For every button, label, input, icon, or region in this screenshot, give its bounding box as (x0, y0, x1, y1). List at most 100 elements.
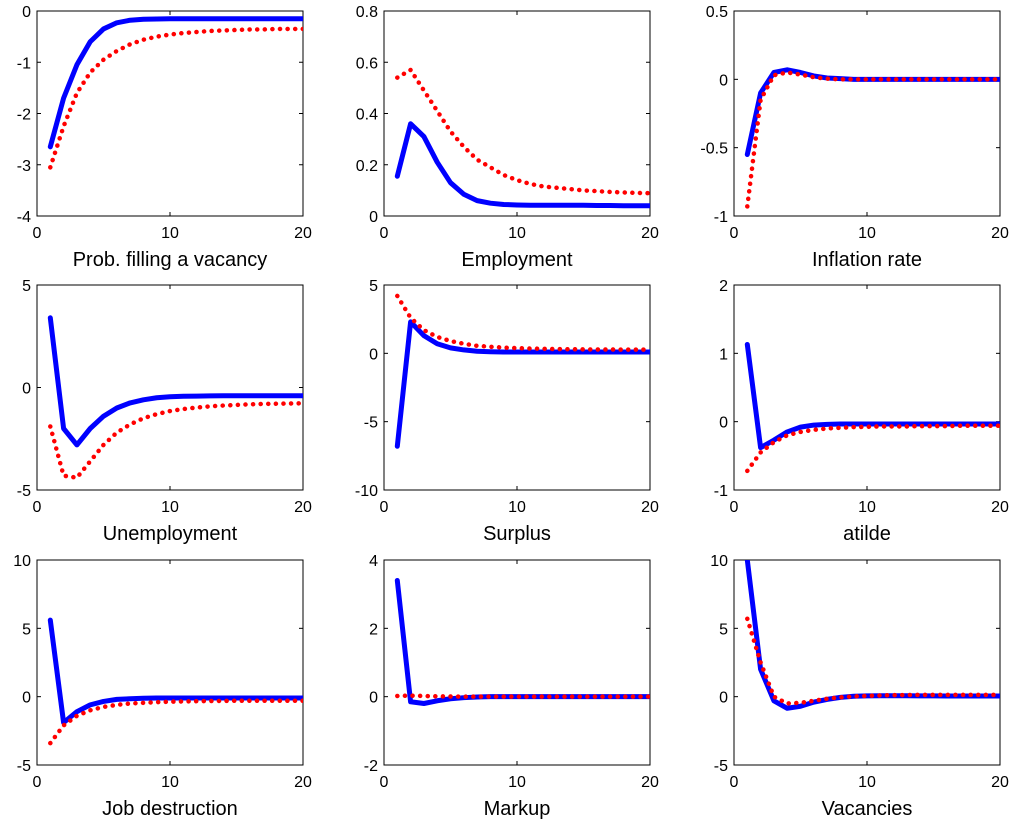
y-tick-label: 0 (22, 381, 31, 398)
y-tick-label: -3 (17, 158, 31, 175)
y-tick-label: 0.2 (356, 158, 378, 175)
series-line-dotted (745, 70, 1000, 209)
x-tick-label: 10 (508, 774, 526, 791)
y-tick-label: 0.6 (356, 55, 378, 72)
x-tick-label: 20 (294, 499, 312, 516)
subplot-panel: -10 -5 0 5 0 10 20 Surplus (355, 278, 659, 545)
axes-frame (383, 559, 651, 766)
y-tick-label: -2 (364, 758, 378, 775)
x-tick-label: 10 (858, 225, 876, 242)
x-tick-label: 10 (161, 499, 179, 516)
series-line-dotted (395, 293, 650, 352)
x-tick-label: 0 (730, 774, 739, 791)
y-tick-label: -2 (17, 107, 31, 124)
panel-label: atilde (843, 523, 891, 545)
y-tick-label: 4 (369, 553, 378, 570)
y-tick-label: 0 (719, 415, 728, 432)
x-tick-label: 20 (991, 225, 1009, 242)
series-line-solid (394, 121, 650, 209)
y-tick-label: 5 (22, 278, 31, 295)
x-tick-label: 10 (858, 774, 876, 791)
x-tick-label: 20 (294, 774, 312, 791)
x-tick-label: 0 (33, 774, 42, 791)
series-line-solid (744, 560, 1000, 711)
y-tick-label: 10 (710, 553, 728, 570)
series-group (394, 578, 650, 706)
panel-label: Markup (484, 798, 551, 820)
y-tick-label: 0 (22, 4, 31, 21)
x-tick-label: 0 (730, 225, 739, 242)
y-tick-label: 0 (719, 690, 728, 707)
y-tick-label: 0 (369, 346, 378, 363)
subplot-panel: -4 -3 -2 -1 0 0 10 20 Prob. filling a vacancy (17, 4, 312, 271)
y-tick-label: -5 (17, 758, 31, 775)
series-line-dotted (48, 401, 303, 481)
x-tick-label: 10 (508, 499, 526, 516)
y-tick-label: -1 (714, 209, 728, 226)
axes-frame (383, 10, 651, 217)
series-group (744, 560, 1000, 711)
y-tick-label: 0 (22, 690, 31, 707)
x-tick-label: 0 (730, 499, 739, 516)
x-tick-label: 20 (641, 225, 659, 242)
series-group (47, 315, 303, 481)
x-tick-label: 20 (641, 499, 659, 516)
y-tick-label: -5 (364, 415, 378, 432)
series-group (744, 67, 1000, 209)
series-line-solid (394, 578, 650, 706)
y-tick-label: 2 (719, 278, 728, 295)
x-tick-label: 10 (161, 774, 179, 791)
x-tick-label: 10 (858, 499, 876, 516)
series-group (744, 341, 1000, 474)
x-tick-label: 0 (380, 774, 389, 791)
axes-frame (733, 559, 1001, 766)
y-tick-label: 0 (719, 72, 728, 89)
axes-frame (733, 284, 1001, 491)
x-tick-label: 20 (294, 225, 312, 242)
y-tick-label: -4 (17, 209, 31, 226)
series-group (394, 293, 650, 449)
series-line-solid (744, 341, 1000, 451)
x-tick-label: 10 (161, 225, 179, 242)
y-tick-label: 10 (13, 553, 31, 570)
series-group (47, 617, 303, 746)
y-tick-label: 0 (369, 209, 378, 226)
series-line-solid (47, 315, 303, 448)
series-line-solid (394, 319, 650, 449)
axes-frame (36, 284, 304, 491)
series-line-solid (744, 67, 1000, 157)
y-tick-label: -10 (355, 483, 378, 500)
x-tick-label: 0 (33, 499, 42, 516)
series-line-solid (47, 16, 303, 150)
y-tick-label: -0.5 (700, 141, 728, 158)
y-tick-label: 0.8 (356, 4, 378, 21)
panel-label: Surplus (483, 523, 551, 545)
panel-label: Vacancies (822, 798, 913, 820)
x-tick-label: 0 (33, 225, 42, 242)
y-tick-label: 0.4 (356, 107, 378, 124)
series-line-dotted (395, 66, 650, 196)
y-tick-label: 5 (719, 621, 728, 638)
axes-frame (36, 559, 304, 766)
x-tick-label: 20 (991, 499, 1009, 516)
series-line-solid (47, 617, 303, 726)
series-line-dotted (48, 26, 303, 170)
series-line-dotted (48, 698, 303, 746)
y-tick-label: 5 (369, 278, 378, 295)
y-tick-label: -5 (17, 483, 31, 500)
axes-frame (383, 284, 651, 491)
series-group (394, 66, 650, 209)
series-group (47, 16, 303, 170)
series-line-dotted (745, 616, 1000, 706)
y-tick-label: 0.5 (706, 4, 728, 21)
y-tick-label: 5 (22, 621, 31, 638)
y-tick-label: -1 (714, 483, 728, 500)
series-line-dotted (395, 693, 650, 699)
y-tick-label: 0 (369, 690, 378, 707)
